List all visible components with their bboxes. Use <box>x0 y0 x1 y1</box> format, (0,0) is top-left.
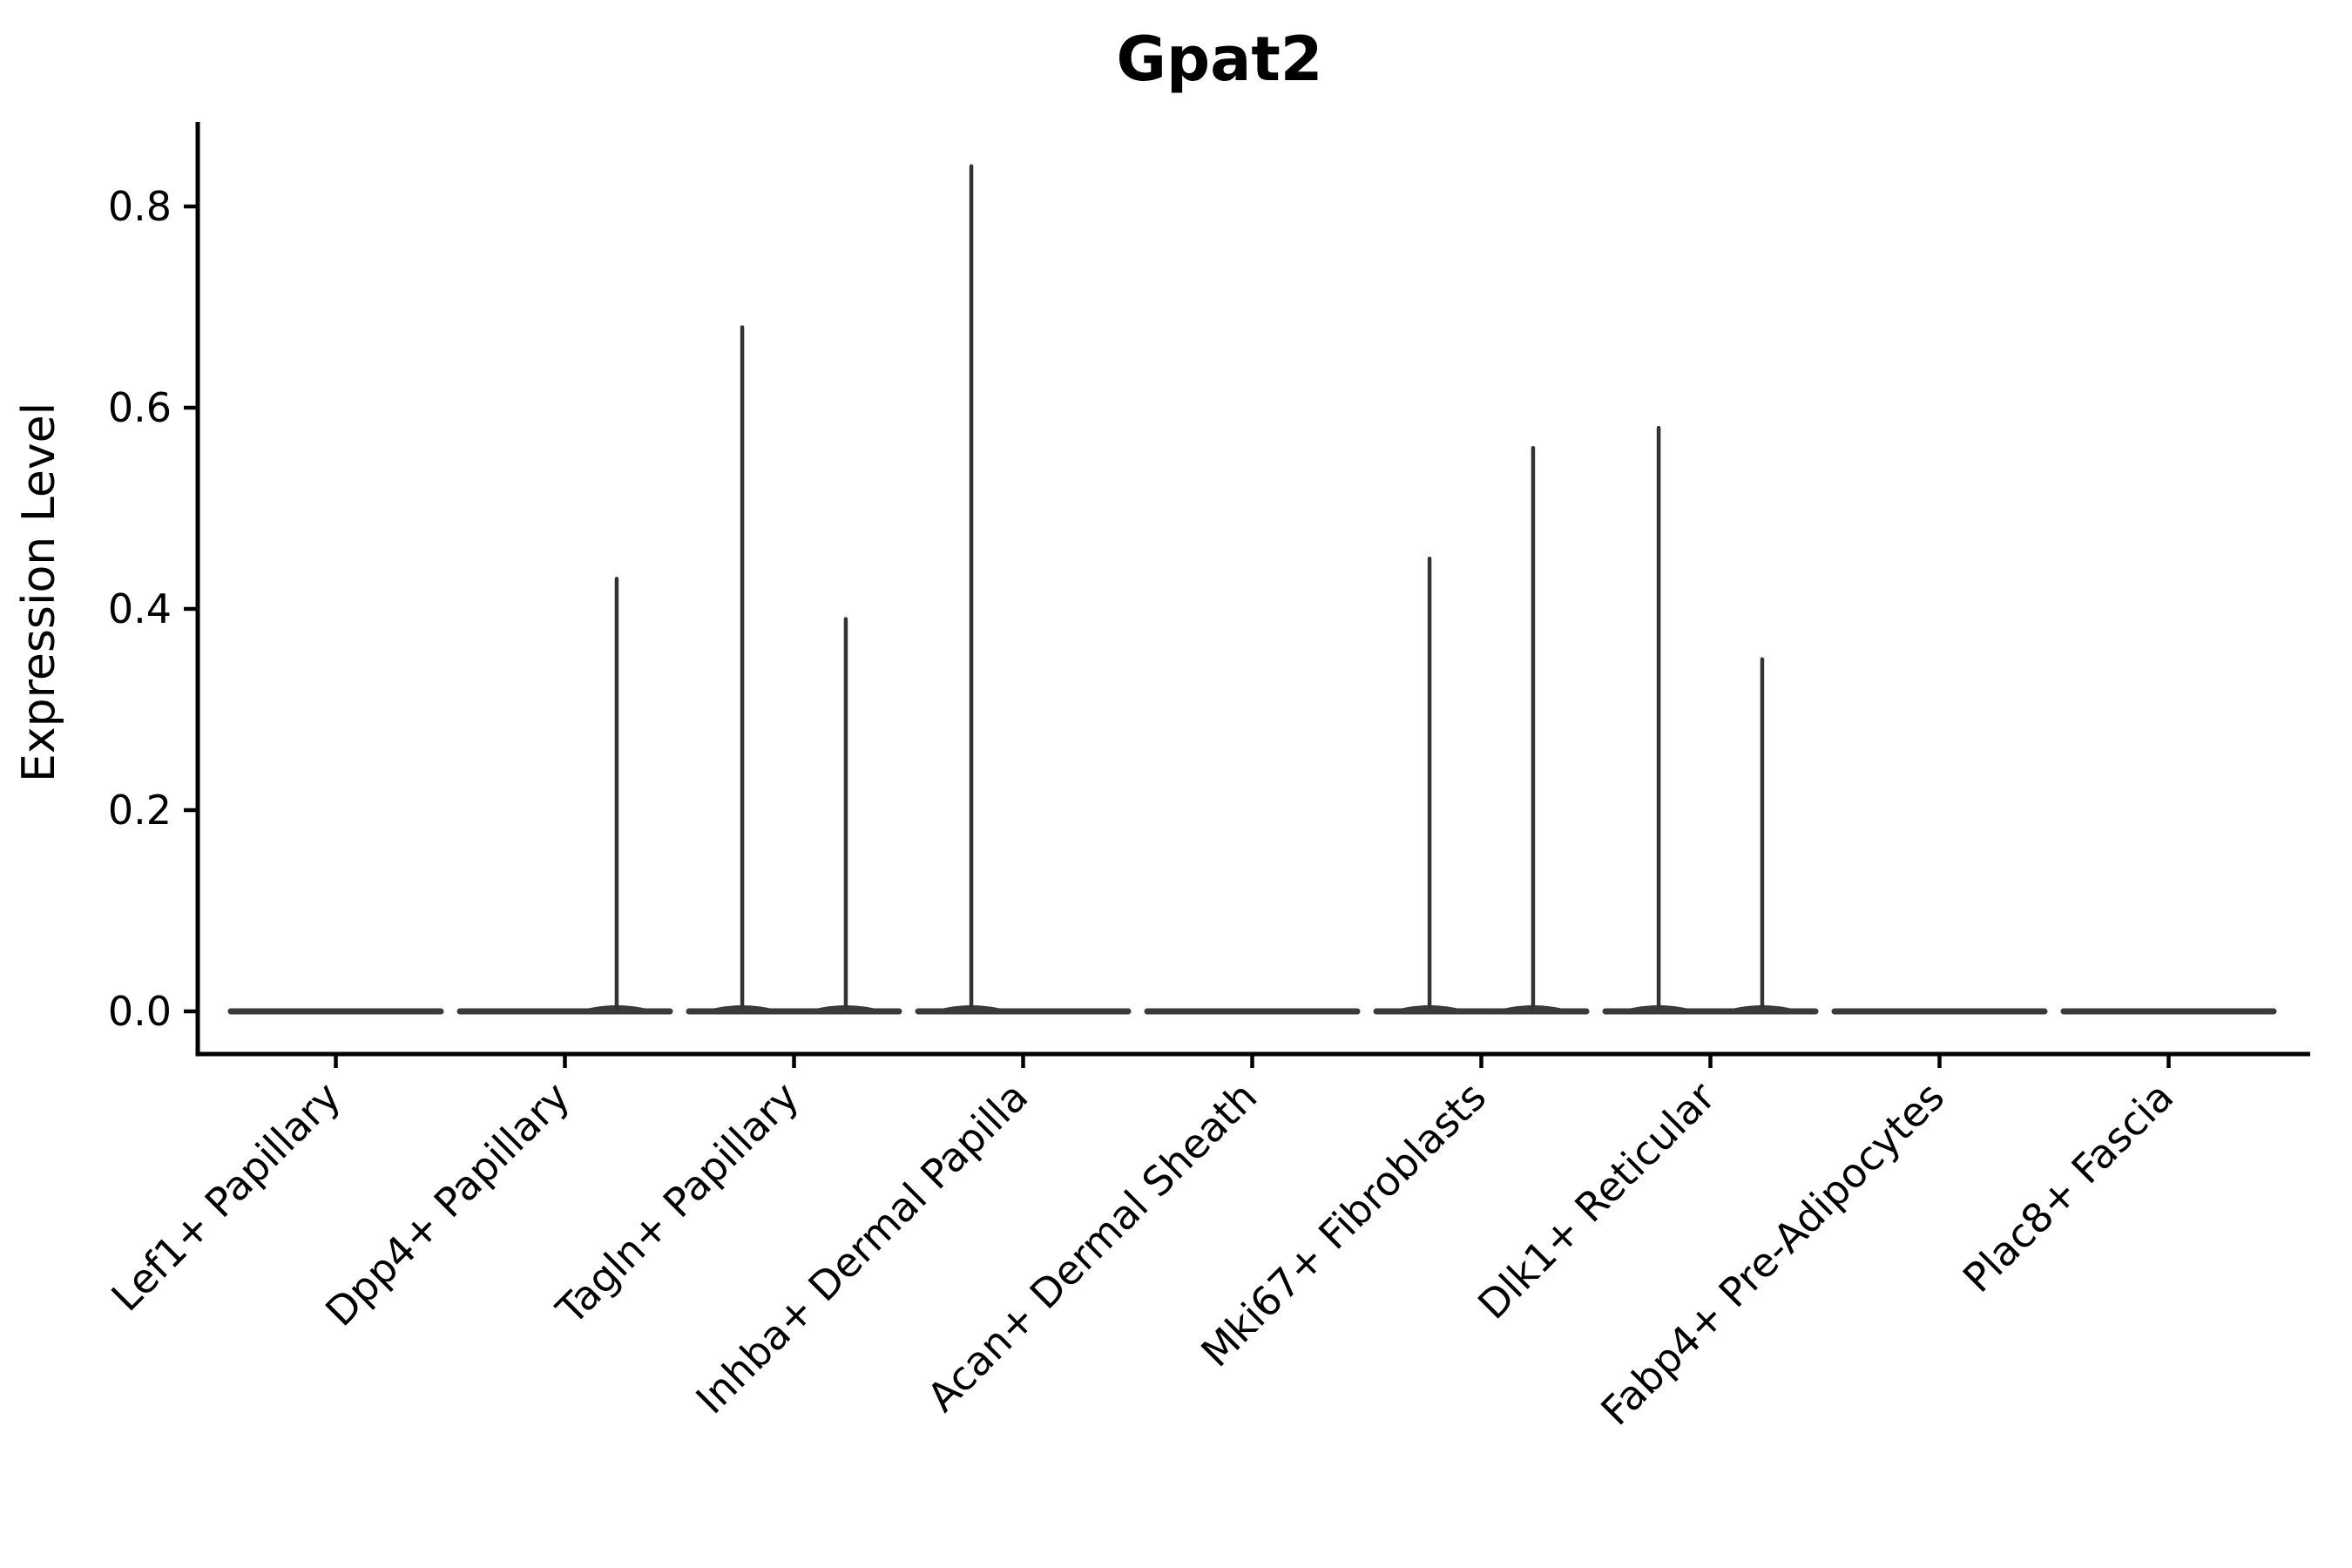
y-tick-label: 0.4 <box>108 585 172 632</box>
x-tick-label: Dpp4+ Papillary <box>316 1073 578 1335</box>
y-tick-label: 0.2 <box>108 787 172 834</box>
y-tick-label: 0.6 <box>108 384 172 431</box>
x-tick-label: Plac8+ Fascia <box>1954 1073 2182 1301</box>
y-tick-label: 0.8 <box>108 183 172 230</box>
y-tick-label: 0.0 <box>108 988 172 1035</box>
plot-title: Gpat2 <box>1117 24 1323 95</box>
x-tick-label: Dlk1+ Reticular <box>1469 1073 1724 1328</box>
x-tick-label: Lef1+ Papillary <box>102 1073 349 1321</box>
x-tick-label: Tagln+ Papillary <box>547 1073 808 1335</box>
y-axis-label: Expression Level <box>13 402 65 782</box>
